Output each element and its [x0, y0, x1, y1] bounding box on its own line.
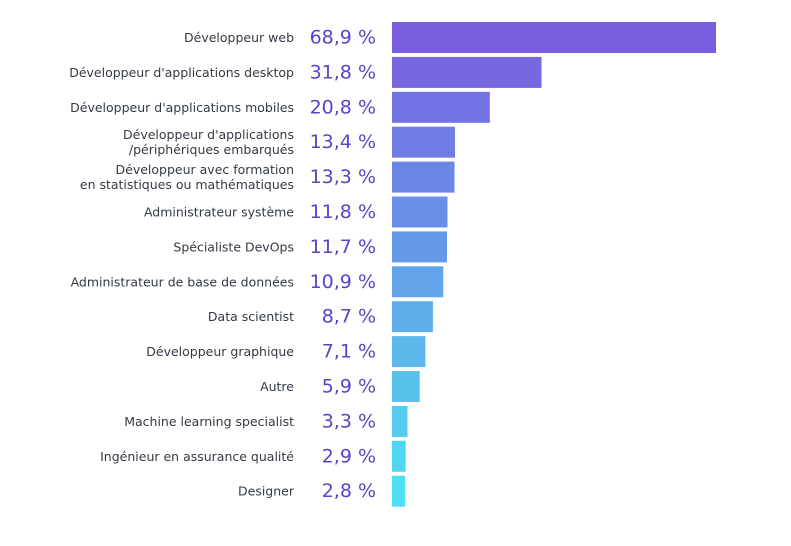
value-label: 10,9 %: [310, 271, 376, 293]
bar: [392, 161, 455, 193]
category-label: Ingénieur en assurance qualité: [100, 449, 294, 464]
category-label: Développeur graphique: [146, 344, 294, 359]
value-label: 2,8 %: [322, 480, 376, 502]
bar: [392, 440, 406, 472]
bar: [392, 266, 444, 298]
category-label: Développeur d'applications/périphériques…: [123, 127, 294, 157]
bar: [392, 405, 408, 437]
value-label: 20,8 %: [310, 96, 376, 118]
bar: [392, 91, 490, 123]
value-label: 13,4 %: [310, 131, 376, 153]
bar: [392, 231, 448, 263]
value-label: 11,7 %: [310, 236, 376, 258]
category-label: Machine learning specialist: [124, 414, 294, 429]
bar: [392, 126, 456, 158]
value-label: 7,1 %: [322, 341, 376, 363]
value-label: 3,3 %: [322, 410, 376, 432]
category-label: Développeur web: [184, 30, 294, 45]
value-label: 11,8 %: [310, 201, 376, 223]
bar: [392, 475, 406, 507]
bar: [392, 371, 420, 402]
value-label: 8,7 %: [322, 306, 376, 328]
bar: [392, 196, 448, 228]
value-label: 13,3 %: [310, 166, 376, 188]
value-label: 5,9 %: [322, 376, 376, 398]
category-label: Administrateur système: [144, 205, 294, 220]
bar: [392, 301, 433, 333]
category-label: Designer: [238, 484, 295, 499]
category-label: Spécialiste DevOps: [173, 239, 294, 254]
bar: [392, 22, 716, 53]
category-label: Administrateur de base de données: [71, 274, 294, 289]
category-label: Développeur d'applications desktop: [69, 65, 294, 80]
category-label: Data scientist: [208, 309, 294, 324]
category-label: Développeur avec formation en statistique…: [80, 162, 294, 192]
value-label: 68,9 %: [310, 27, 376, 49]
category-label: Autre: [260, 379, 294, 394]
bar: [392, 336, 426, 368]
value-label: 31,8 %: [310, 61, 376, 83]
category-label: Développeur d'applications mobiles: [70, 100, 294, 115]
bar: [392, 56, 542, 88]
value-label: 2,9 %: [322, 445, 376, 467]
